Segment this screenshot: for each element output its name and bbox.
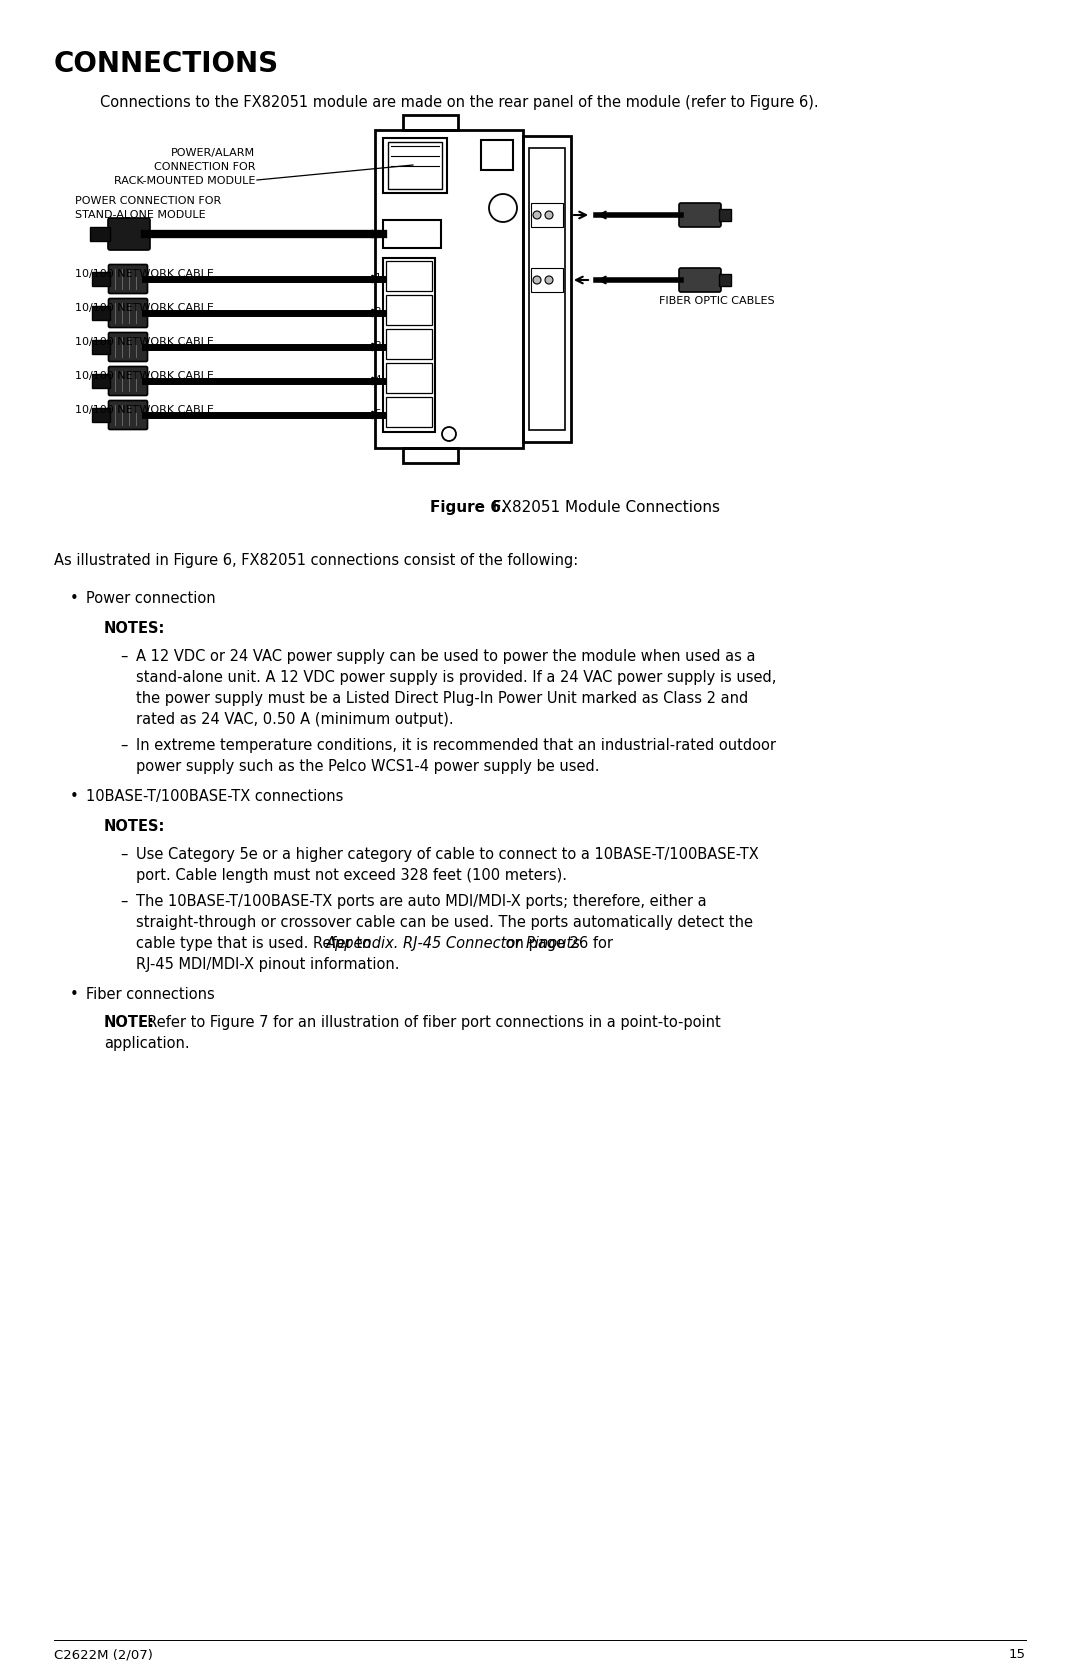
Text: POWER CONNECTION FOR: POWER CONNECTION FOR — [75, 195, 221, 205]
FancyBboxPatch shape — [108, 401, 148, 429]
Text: NOTES:: NOTES: — [104, 819, 165, 834]
Text: Refer to Figure 7 for an illustration of fiber port connections in a point-to-po: Refer to Figure 7 for an illustration of… — [138, 1015, 721, 1030]
FancyBboxPatch shape — [108, 264, 148, 294]
Text: cable type that is used. Refer to: cable type that is used. Refer to — [136, 936, 376, 951]
Bar — [92, 305, 110, 320]
Text: 10/100 NETWORK CABLE: 10/100 NETWORK CABLE — [75, 269, 214, 279]
Bar — [403, 115, 458, 130]
Text: In extreme temperature conditions, it is recommended that an industrial-rated ou: In extreme temperature conditions, it is… — [136, 738, 777, 753]
Text: As illustrated in Figure 6, FX82051 connections consist of the following:: As illustrated in Figure 6, FX82051 conn… — [54, 552, 578, 567]
Text: •: • — [70, 789, 79, 804]
Text: 5: 5 — [375, 409, 381, 419]
Text: 15: 15 — [1009, 1647, 1026, 1661]
Bar — [531, 204, 563, 227]
Bar — [92, 374, 110, 387]
Text: NOTE:: NOTE: — [104, 1015, 154, 1030]
Text: Appendix. RJ-45 Connector Pinouts: Appendix. RJ-45 Connector Pinouts — [326, 936, 581, 951]
Bar — [719, 209, 731, 220]
Bar — [531, 269, 563, 292]
Bar — [386, 397, 432, 427]
Text: 10/100 NETWORK CABLE: 10/100 NETWORK CABLE — [75, 406, 214, 416]
Text: –: – — [120, 895, 127, 910]
Circle shape — [545, 275, 553, 284]
Text: 1: 1 — [375, 274, 381, 284]
Bar — [386, 362, 432, 392]
Text: RJ-45 MDI/MDI-X pinout information.: RJ-45 MDI/MDI-X pinout information. — [136, 956, 400, 971]
Text: 10/100 NETWORK CABLE: 10/100 NETWORK CABLE — [75, 304, 214, 314]
Bar — [375, 130, 523, 447]
Text: –: – — [120, 649, 127, 664]
FancyBboxPatch shape — [679, 269, 721, 292]
Bar — [383, 259, 435, 432]
FancyBboxPatch shape — [108, 219, 150, 250]
Text: 2: 2 — [375, 307, 381, 317]
Bar — [403, 447, 458, 462]
Text: on page 26 for: on page 26 for — [501, 936, 612, 951]
Bar — [90, 227, 110, 240]
Text: –: – — [120, 846, 127, 861]
Text: power supply such as the Pelco WCS1-4 power supply be used.: power supply such as the Pelco WCS1-4 po… — [136, 759, 599, 774]
Bar — [529, 149, 565, 431]
Text: 4: 4 — [375, 376, 381, 386]
Bar — [383, 139, 447, 194]
FancyBboxPatch shape — [108, 367, 148, 396]
Bar — [386, 295, 432, 325]
Text: FIBER OPTIC CABLES: FIBER OPTIC CABLES — [659, 295, 774, 305]
Text: rated as 24 VAC, 0.50 A (minimum output).: rated as 24 VAC, 0.50 A (minimum output)… — [136, 713, 454, 728]
Text: 10/100 NETWORK CABLE: 10/100 NETWORK CABLE — [75, 337, 214, 347]
Text: POWER/ALARM: POWER/ALARM — [171, 149, 255, 159]
Text: •: • — [70, 986, 79, 1001]
Bar — [386, 329, 432, 359]
Bar — [523, 135, 571, 442]
Bar — [388, 142, 442, 189]
Bar — [92, 407, 110, 422]
Text: CONNECTIONS: CONNECTIONS — [54, 50, 279, 78]
Text: •: • — [70, 591, 79, 606]
Text: C2622M (2/07): C2622M (2/07) — [54, 1647, 153, 1661]
Text: Connections to the FX82051 module are made on the rear panel of the module (refe: Connections to the FX82051 module are ma… — [100, 95, 819, 110]
Text: 10BASE-T/100BASE-TX connections: 10BASE-T/100BASE-TX connections — [86, 789, 343, 804]
Text: A 12 VDC or 24 VAC power supply can be used to power the module when used as a: A 12 VDC or 24 VAC power supply can be u… — [136, 649, 756, 664]
FancyBboxPatch shape — [108, 299, 148, 327]
Text: stand-alone unit. A 12 VDC power supply is provided. If a 24 VAC power supply is: stand-alone unit. A 12 VDC power supply … — [136, 669, 777, 684]
Text: 10/100 NETWORK CABLE: 10/100 NETWORK CABLE — [75, 371, 214, 381]
Bar — [383, 220, 441, 249]
Text: 3: 3 — [375, 340, 381, 350]
Text: CONNECTION FOR: CONNECTION FOR — [153, 162, 255, 172]
Text: Power connection: Power connection — [86, 591, 216, 606]
Text: –: – — [120, 738, 127, 753]
Text: Use Category 5e or a higher category of cable to connect to a 10BASE-T/100BASE-T: Use Category 5e or a higher category of … — [136, 846, 759, 861]
Circle shape — [534, 210, 541, 219]
Text: the power supply must be a Listed Direct Plug-In Power Unit marked as Class 2 an: the power supply must be a Listed Direct… — [136, 691, 748, 706]
Text: The 10BASE-T/100BASE-TX ports are auto MDI/MDI-X ports; therefore, either a: The 10BASE-T/100BASE-TX ports are auto M… — [136, 895, 706, 910]
Bar — [386, 260, 432, 290]
Text: Figure 6.: Figure 6. — [430, 501, 507, 516]
Bar — [92, 272, 110, 285]
FancyBboxPatch shape — [108, 332, 148, 362]
Circle shape — [534, 275, 541, 284]
Bar — [92, 340, 110, 354]
Bar — [481, 140, 513, 170]
Text: Fiber connections: Fiber connections — [86, 986, 215, 1001]
Text: port. Cable length must not exceed 328 feet (100 meters).: port. Cable length must not exceed 328 f… — [136, 868, 567, 883]
Text: application.: application. — [104, 1036, 190, 1051]
Circle shape — [545, 210, 553, 219]
FancyBboxPatch shape — [679, 204, 721, 227]
Text: STAND-ALONE MODULE: STAND-ALONE MODULE — [75, 210, 205, 220]
Text: straight-through or crossover cable can be used. The ports automatically detect : straight-through or crossover cable can … — [136, 915, 753, 930]
Text: NOTES:: NOTES: — [104, 621, 165, 636]
Bar — [719, 274, 731, 285]
Text: RACK-MOUNTED MODULE: RACK-MOUNTED MODULE — [113, 175, 255, 185]
Text: FX82051 Module Connections: FX82051 Module Connections — [483, 501, 720, 516]
